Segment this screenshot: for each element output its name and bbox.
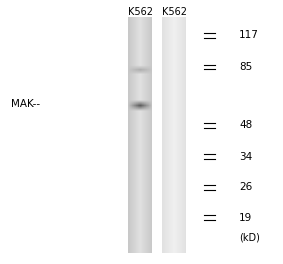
Bar xyxy=(185,17,186,253)
Bar xyxy=(134,17,135,253)
Bar xyxy=(143,17,144,253)
Bar xyxy=(169,17,170,253)
Bar xyxy=(181,17,182,253)
Bar xyxy=(168,17,169,253)
Bar xyxy=(141,17,142,253)
Text: 85: 85 xyxy=(239,62,252,72)
Bar xyxy=(147,17,148,253)
Text: 26: 26 xyxy=(239,182,252,192)
Bar xyxy=(139,17,140,253)
Bar xyxy=(138,17,139,253)
Bar xyxy=(136,17,137,253)
Bar xyxy=(177,17,178,253)
Bar xyxy=(146,17,147,253)
Bar xyxy=(164,17,165,253)
Bar xyxy=(148,17,149,253)
Bar xyxy=(163,17,164,253)
Text: 19: 19 xyxy=(239,213,252,223)
Bar xyxy=(175,17,176,253)
Text: 34: 34 xyxy=(239,152,252,162)
Bar xyxy=(171,17,172,253)
Bar xyxy=(178,17,179,253)
Bar xyxy=(166,17,167,253)
Bar xyxy=(144,17,145,253)
Text: K562: K562 xyxy=(162,7,186,17)
Bar xyxy=(133,17,134,253)
Bar xyxy=(162,17,163,253)
Bar xyxy=(183,17,184,253)
Text: (kD): (kD) xyxy=(239,233,260,243)
Bar xyxy=(142,17,143,253)
Bar xyxy=(150,17,151,253)
Bar xyxy=(174,17,175,253)
Text: MAK--: MAK-- xyxy=(11,99,40,109)
Bar xyxy=(173,17,174,253)
Bar xyxy=(131,17,132,253)
Bar xyxy=(137,17,138,253)
Bar xyxy=(145,17,146,253)
Bar xyxy=(149,17,150,253)
Bar xyxy=(132,17,133,253)
Bar xyxy=(151,17,152,253)
Bar xyxy=(176,17,177,253)
Bar xyxy=(172,17,173,253)
Bar xyxy=(135,17,136,253)
Bar xyxy=(182,17,183,253)
Text: 117: 117 xyxy=(239,30,259,40)
Text: 48: 48 xyxy=(239,120,252,130)
Bar xyxy=(180,17,181,253)
Bar xyxy=(179,17,180,253)
Bar xyxy=(128,17,129,253)
Bar xyxy=(165,17,166,253)
Bar xyxy=(140,17,141,253)
Bar xyxy=(130,17,131,253)
Bar xyxy=(184,17,185,253)
Bar xyxy=(129,17,130,253)
Text: K562: K562 xyxy=(128,7,153,17)
Bar xyxy=(170,17,171,253)
Bar xyxy=(167,17,168,253)
